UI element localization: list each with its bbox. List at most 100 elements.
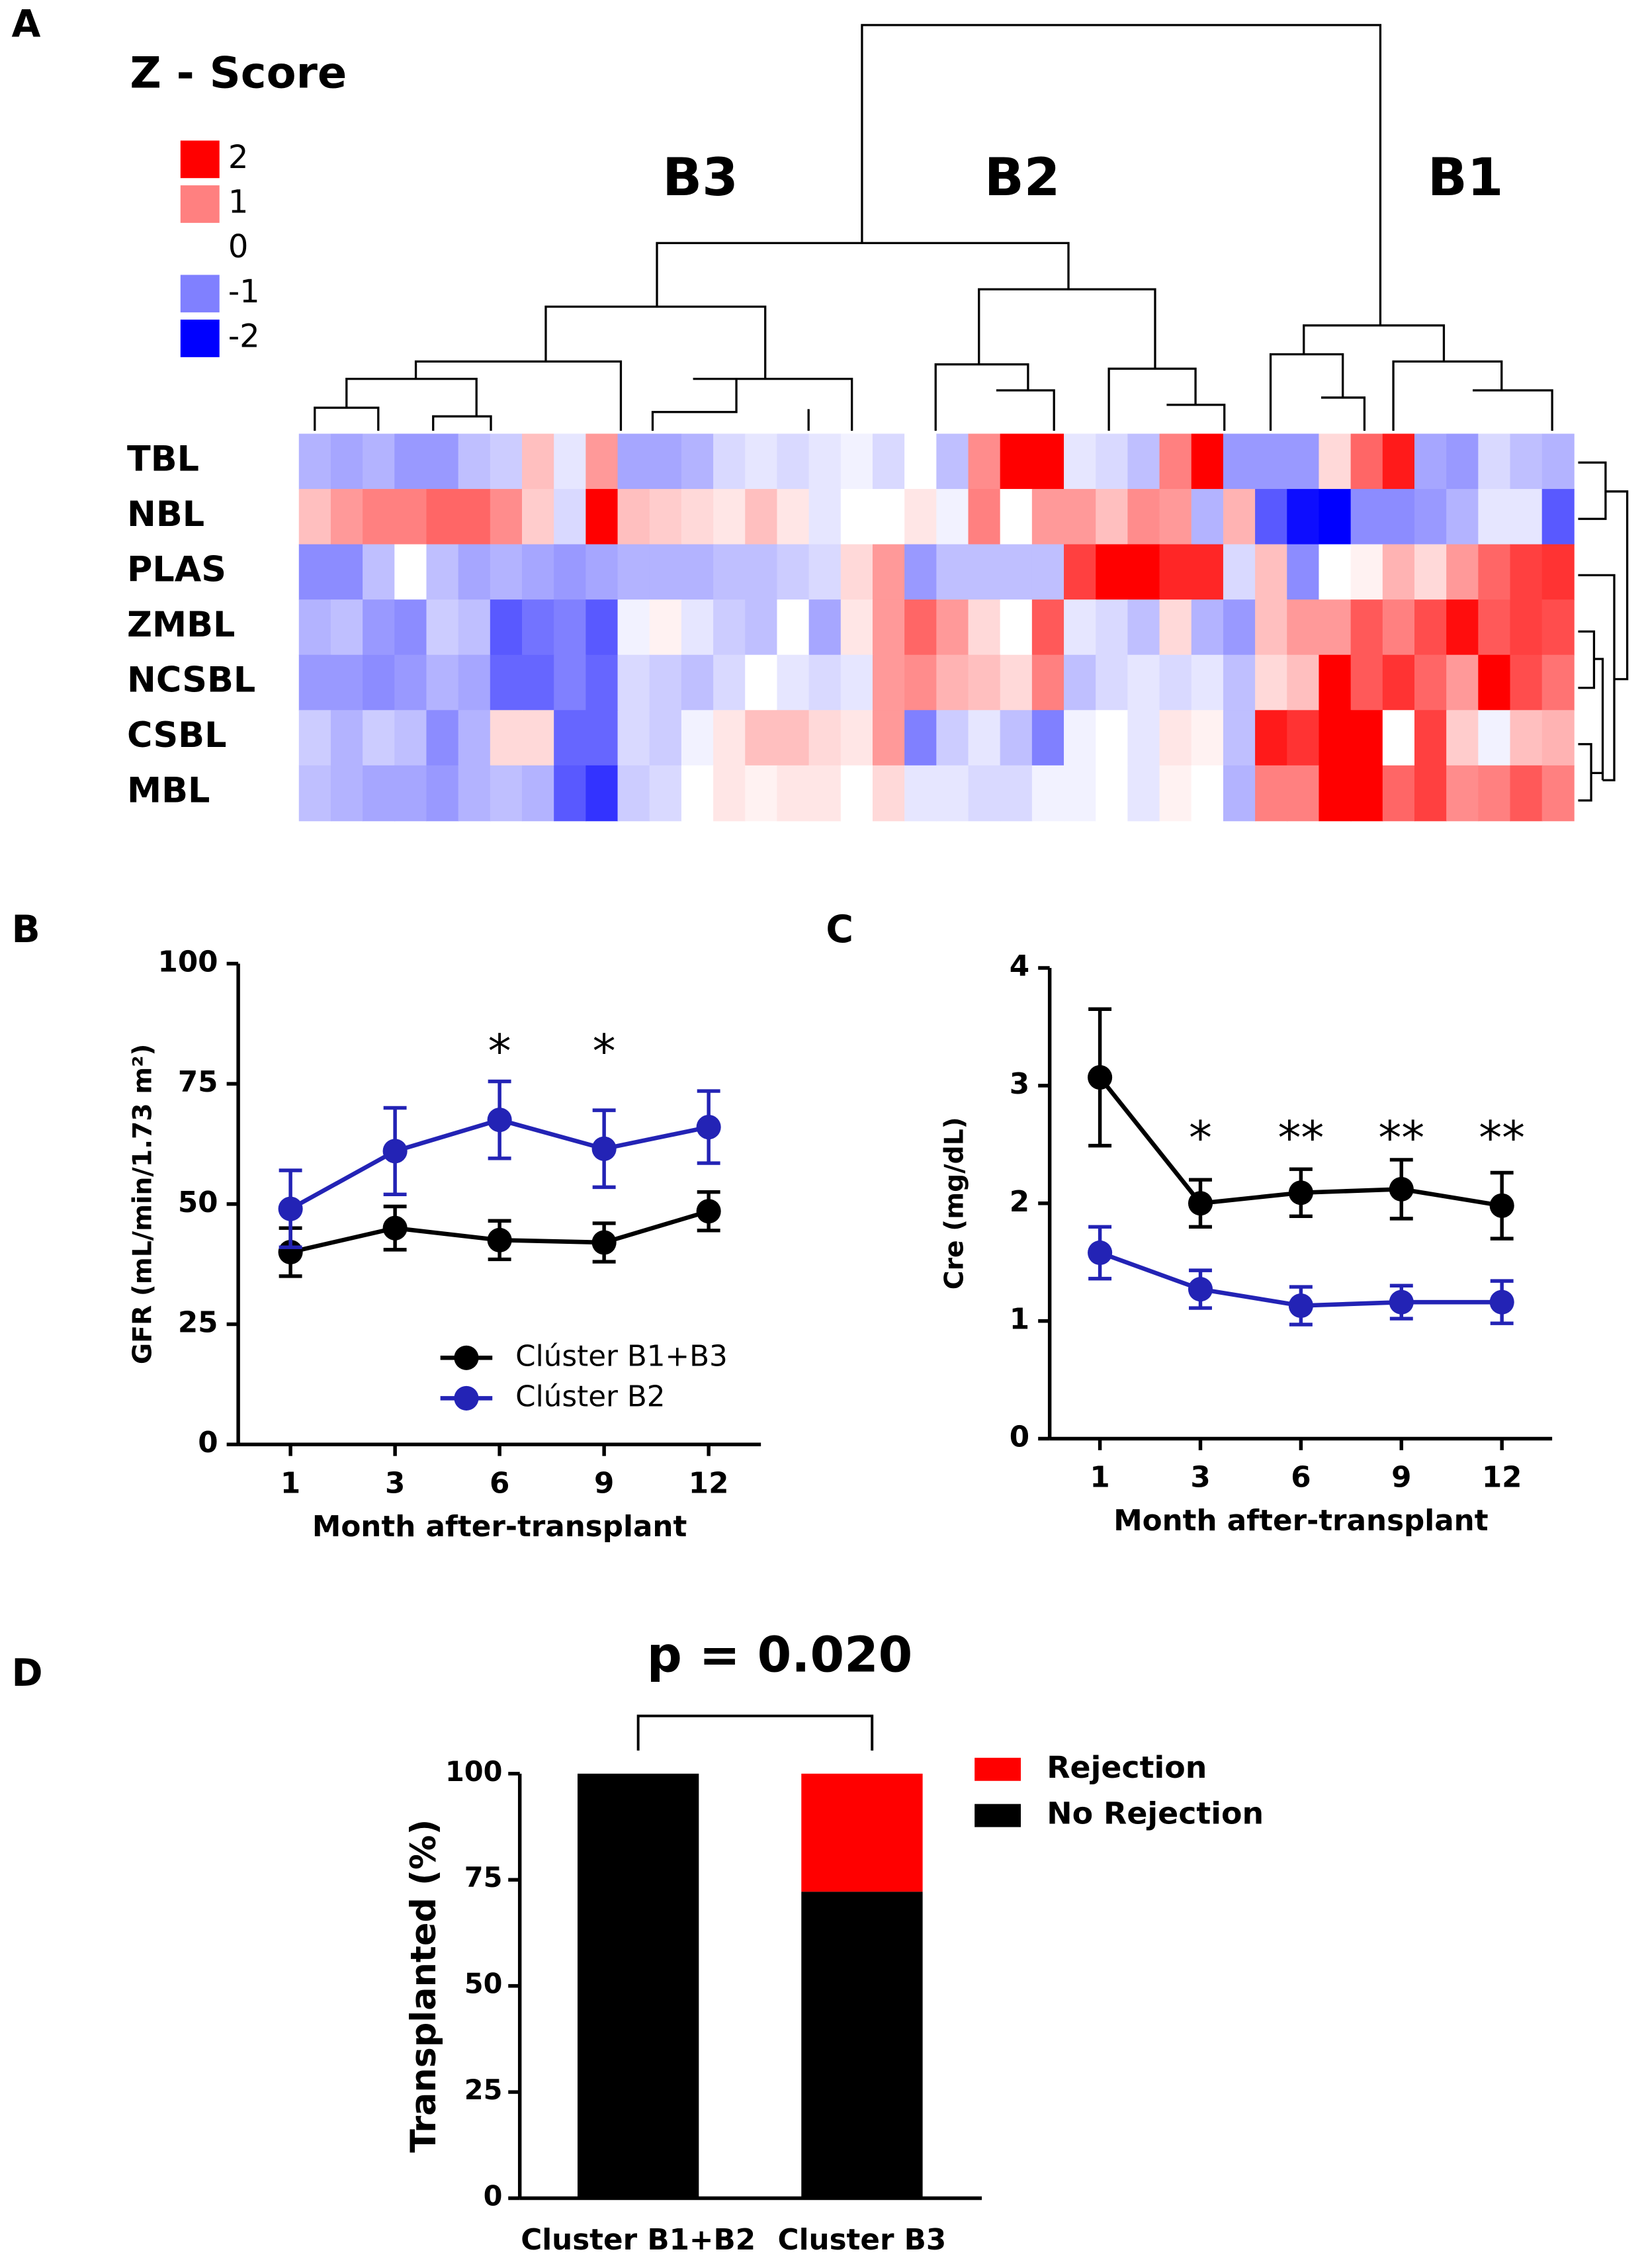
- heatmap-cell: [1223, 544, 1256, 601]
- heatmap-cell: [1541, 489, 1575, 545]
- heatmap-cell: [808, 544, 842, 601]
- x-tick-label: Cluster B1+B2: [521, 2223, 756, 2257]
- heatmap-cell: [745, 710, 778, 766]
- heatmap-cell: [1096, 544, 1129, 601]
- heatmap-cell: [490, 599, 523, 656]
- y-tick-label: 50: [178, 1186, 218, 1219]
- x-tick-label: 3: [385, 1466, 405, 1500]
- heatmap-cell: [490, 765, 523, 822]
- heatmap-cell: [904, 599, 937, 656]
- heatmap-cell: [1319, 489, 1352, 545]
- p-value: p = 0.020: [647, 1627, 913, 1684]
- heatmap-cell: [649, 489, 682, 545]
- heatmap-cell: [585, 544, 619, 601]
- heatmap-cell: [1191, 765, 1224, 822]
- heatmap-cell: [1541, 765, 1575, 822]
- point: [1489, 1289, 1514, 1315]
- point: [591, 1136, 617, 1161]
- heatmap-cell: [394, 599, 427, 656]
- heatmap-cell: [1255, 654, 1288, 711]
- heatmap-cell: [745, 765, 778, 822]
- heatmap-cell: [1350, 654, 1383, 711]
- y-axis-label: Cre (mg/dL): [939, 1117, 969, 1289]
- heatmap-cell: [681, 710, 714, 766]
- colorbar-label: -1: [228, 273, 260, 310]
- x-tick-label: 1: [281, 1466, 300, 1500]
- heatmap-cell: [1414, 710, 1448, 766]
- heatmap-cell: [1382, 433, 1415, 490]
- heatmap-cell: [713, 544, 746, 601]
- heatmap-cell: [777, 654, 810, 711]
- colorbar-swatch: [180, 140, 220, 179]
- heatmap-cell: [1319, 433, 1352, 490]
- heatmap-cell: [394, 544, 427, 601]
- heatmap-cell: [1255, 599, 1288, 656]
- heatmap-cell: [936, 544, 969, 601]
- heatmap-cell: [363, 489, 396, 545]
- y-tick-label: 100: [445, 1756, 503, 1788]
- colorbar-swatch: [180, 185, 220, 223]
- heatmap-cell: [1287, 654, 1320, 711]
- legend-swatch: [975, 1804, 1021, 1827]
- colorbar-swatch: [180, 320, 220, 357]
- heatmap-cell: [649, 765, 682, 822]
- heatmap-cell: [1350, 544, 1383, 601]
- colorbar-label: 2: [228, 139, 249, 176]
- heatmap-cell: [1382, 710, 1415, 766]
- panel-letter: B: [11, 908, 40, 951]
- heatmap-cell: [1510, 544, 1543, 601]
- heatmap-cell: [1031, 489, 1064, 545]
- heatmap-cell: [681, 433, 714, 490]
- heatmap-cell: [1350, 765, 1383, 822]
- heatmap-cell: [872, 710, 906, 766]
- x-axis-label: Month after-transplant: [312, 1510, 687, 1544]
- point: [696, 1199, 721, 1224]
- heatmap-cell: [1255, 544, 1288, 601]
- heatmap-cell: [554, 654, 587, 711]
- significance-mark: **: [1378, 1112, 1424, 1165]
- heatmap-cell: [745, 599, 778, 656]
- significance-mark: **: [1278, 1112, 1324, 1165]
- heatmap-cell: [298, 765, 331, 822]
- heatmap-cell: [872, 599, 906, 656]
- heatmap-cell: [808, 710, 842, 766]
- heatmap-cell: [1287, 433, 1320, 490]
- heatmap-cell: [1382, 654, 1415, 711]
- legend-swatch: [975, 1757, 1021, 1781]
- heatmap-cell: [458, 599, 491, 656]
- heatmap-cell: [1382, 544, 1415, 601]
- heatmap-cell: [554, 765, 587, 822]
- heatmap-cell: [1510, 433, 1543, 490]
- heatmap-cell: [1255, 710, 1288, 766]
- heatmap-cell: [713, 765, 746, 822]
- heatmap-cell: [330, 433, 363, 490]
- heatmap-cell: [490, 433, 523, 490]
- heatmap-cell: [1064, 544, 1097, 601]
- heatmap-cell: [363, 599, 396, 656]
- heatmap-cell: [1031, 710, 1064, 766]
- heatmap-cell: [1031, 544, 1064, 601]
- heatmap-cell: [1191, 544, 1224, 601]
- heatmap-cell: [617, 544, 650, 601]
- legend-label: Clúster B1+B3: [515, 1339, 728, 1373]
- heatmap-cell: [1382, 599, 1415, 656]
- y-tick-label: 0: [484, 2180, 503, 2212]
- heatmap-cell: [554, 710, 587, 766]
- heatmap-cell: [1191, 599, 1224, 656]
- heatmap-cell: [649, 544, 682, 601]
- heatmap-cell: [1446, 710, 1479, 766]
- point: [382, 1139, 408, 1164]
- heatmap-cell: [458, 489, 491, 545]
- heatmap-cell: [936, 599, 969, 656]
- heatmap-cell: [1064, 489, 1097, 545]
- heatmap-cell: [1541, 433, 1575, 490]
- heatmap-cell: [458, 654, 491, 711]
- heatmap-cell: [649, 599, 682, 656]
- point: [1389, 1289, 1414, 1315]
- heatmap-cell: [1478, 433, 1511, 490]
- heatmap-cell: [1000, 544, 1033, 601]
- heatmap-cell: [426, 544, 459, 601]
- heatmap-cell: [1000, 765, 1033, 822]
- heatmap-cell: [1446, 544, 1479, 601]
- heatmap-cell: [1096, 433, 1129, 490]
